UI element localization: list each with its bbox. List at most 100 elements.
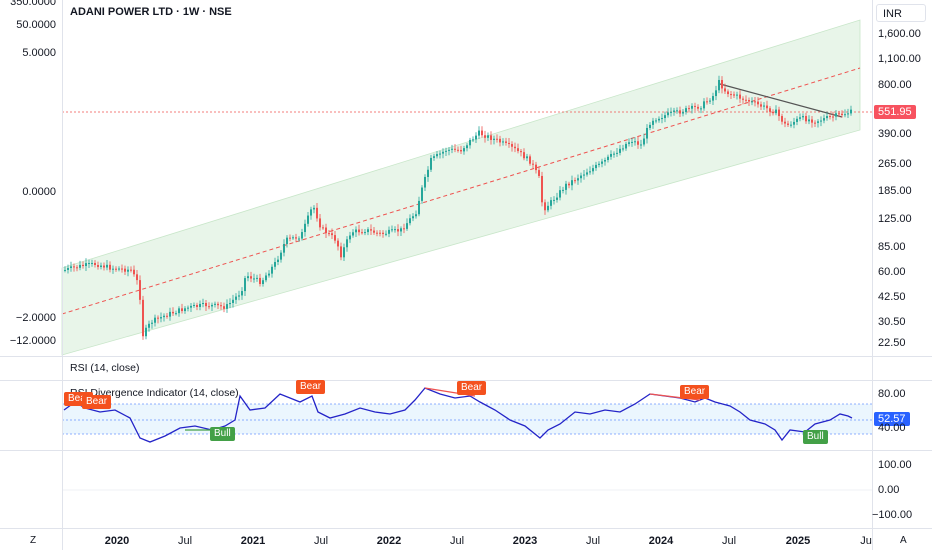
candle-body bbox=[166, 315, 168, 317]
candle-body bbox=[376, 232, 378, 234]
candle-body bbox=[220, 305, 222, 307]
candle-body bbox=[112, 268, 114, 270]
candle-body bbox=[589, 171, 591, 173]
candle-body bbox=[421, 187, 423, 201]
candle-body bbox=[160, 317, 162, 319]
candle-body bbox=[385, 233, 387, 235]
candle-body bbox=[298, 238, 300, 240]
candle-body bbox=[316, 207, 318, 219]
candle-body bbox=[814, 122, 816, 124]
candle-body bbox=[145, 327, 147, 337]
candle-body bbox=[811, 119, 813, 123]
candle-body bbox=[658, 118, 660, 121]
candle-body bbox=[409, 218, 411, 224]
candle-body bbox=[580, 175, 582, 179]
bear-badge: Bear bbox=[296, 380, 326, 394]
candle-body bbox=[508, 142, 510, 145]
candle-body bbox=[346, 239, 348, 248]
candle-body bbox=[691, 105, 693, 109]
candle-body bbox=[370, 229, 372, 231]
rsi-axis-tick: 40.00 bbox=[878, 422, 906, 434]
candle-body bbox=[268, 273, 270, 276]
currency-selector[interactable]: INR bbox=[876, 4, 926, 22]
candle-body bbox=[754, 101, 756, 103]
candle-body bbox=[514, 146, 516, 149]
candle-body bbox=[607, 156, 609, 160]
price-axis-tick: 30.50 bbox=[878, 316, 906, 328]
candle-body bbox=[808, 119, 810, 122]
candle-body bbox=[817, 121, 819, 123]
candle-body bbox=[67, 267, 69, 270]
candle-body bbox=[394, 229, 396, 231]
candle-body bbox=[481, 130, 483, 136]
rsi-line bbox=[63, 387, 853, 443]
time-axis-tick: Ju bbox=[860, 535, 872, 547]
candle-body bbox=[415, 214, 417, 217]
third-pane-tick: 100.00 bbox=[878, 459, 912, 471]
candle-body bbox=[418, 200, 420, 215]
candle-body bbox=[247, 276, 249, 279]
left-axis-tick: −2.0000 bbox=[15, 312, 56, 324]
rsi-divergence-label[interactable]: RSI Divergence Indicator (14, close) bbox=[70, 387, 239, 399]
price-axis-tick: 42.50 bbox=[878, 291, 906, 303]
candle-body bbox=[655, 120, 657, 122]
candle-body bbox=[715, 90, 717, 97]
candle-body bbox=[544, 202, 546, 211]
candle-body bbox=[484, 135, 486, 138]
candle-body bbox=[337, 240, 339, 247]
time-axis-tick: Jul bbox=[721, 535, 737, 547]
auto-scale-button[interactable]: A bbox=[900, 535, 907, 546]
rsi-indicator-label[interactable]: RSI (14, close) bbox=[70, 362, 140, 374]
candle-body bbox=[97, 264, 99, 267]
candle-body bbox=[109, 264, 111, 270]
candle-body bbox=[193, 304, 195, 306]
candle-body bbox=[199, 303, 201, 307]
candle-body bbox=[778, 109, 780, 117]
candle-body bbox=[742, 98, 744, 100]
candle-body bbox=[319, 218, 321, 228]
candle-body bbox=[832, 116, 834, 118]
candle-body bbox=[838, 113, 840, 115]
candle-body bbox=[301, 232, 303, 239]
candle-body bbox=[757, 101, 759, 105]
candle-body bbox=[652, 120, 654, 125]
candle-body bbox=[352, 232, 354, 236]
candle-body bbox=[745, 99, 747, 101]
candle-body bbox=[718, 79, 720, 91]
candle-body bbox=[730, 94, 732, 96]
candle-body bbox=[598, 163, 600, 165]
left-axis-tick: 5.0000 bbox=[22, 47, 56, 59]
zoom-button[interactable]: Z bbox=[30, 535, 37, 546]
candle-body bbox=[259, 277, 261, 284]
candle-body bbox=[490, 135, 492, 140]
candle-body bbox=[748, 100, 750, 102]
candle-body bbox=[568, 183, 570, 186]
price-axis-tick: 85.00 bbox=[878, 241, 906, 253]
candle-body bbox=[328, 233, 330, 235]
candle-body bbox=[739, 94, 741, 99]
candle-body bbox=[559, 190, 561, 198]
candle-body bbox=[265, 275, 267, 281]
candle-body bbox=[670, 111, 672, 113]
price-axis-tick: 22.50 bbox=[878, 337, 906, 349]
candle-body bbox=[475, 135, 477, 140]
candle-body bbox=[583, 174, 585, 176]
candle-body bbox=[697, 106, 699, 109]
candle-body bbox=[688, 108, 690, 110]
candle-body bbox=[127, 269, 129, 272]
candle-body bbox=[151, 322, 153, 324]
candle-body bbox=[667, 112, 669, 116]
candle-body bbox=[310, 209, 312, 216]
candle-body bbox=[325, 227, 327, 234]
candle-body bbox=[304, 223, 306, 233]
candle-body bbox=[556, 197, 558, 200]
price-axis-tick: 1,600.00 bbox=[878, 28, 921, 40]
candle-body bbox=[76, 267, 78, 269]
candle-body bbox=[733, 94, 735, 96]
candle-body bbox=[805, 116, 807, 122]
time-axis-tick: Jul bbox=[585, 535, 601, 547]
candle-body bbox=[295, 237, 297, 239]
candle-body bbox=[604, 159, 606, 162]
candle-body bbox=[664, 115, 666, 119]
